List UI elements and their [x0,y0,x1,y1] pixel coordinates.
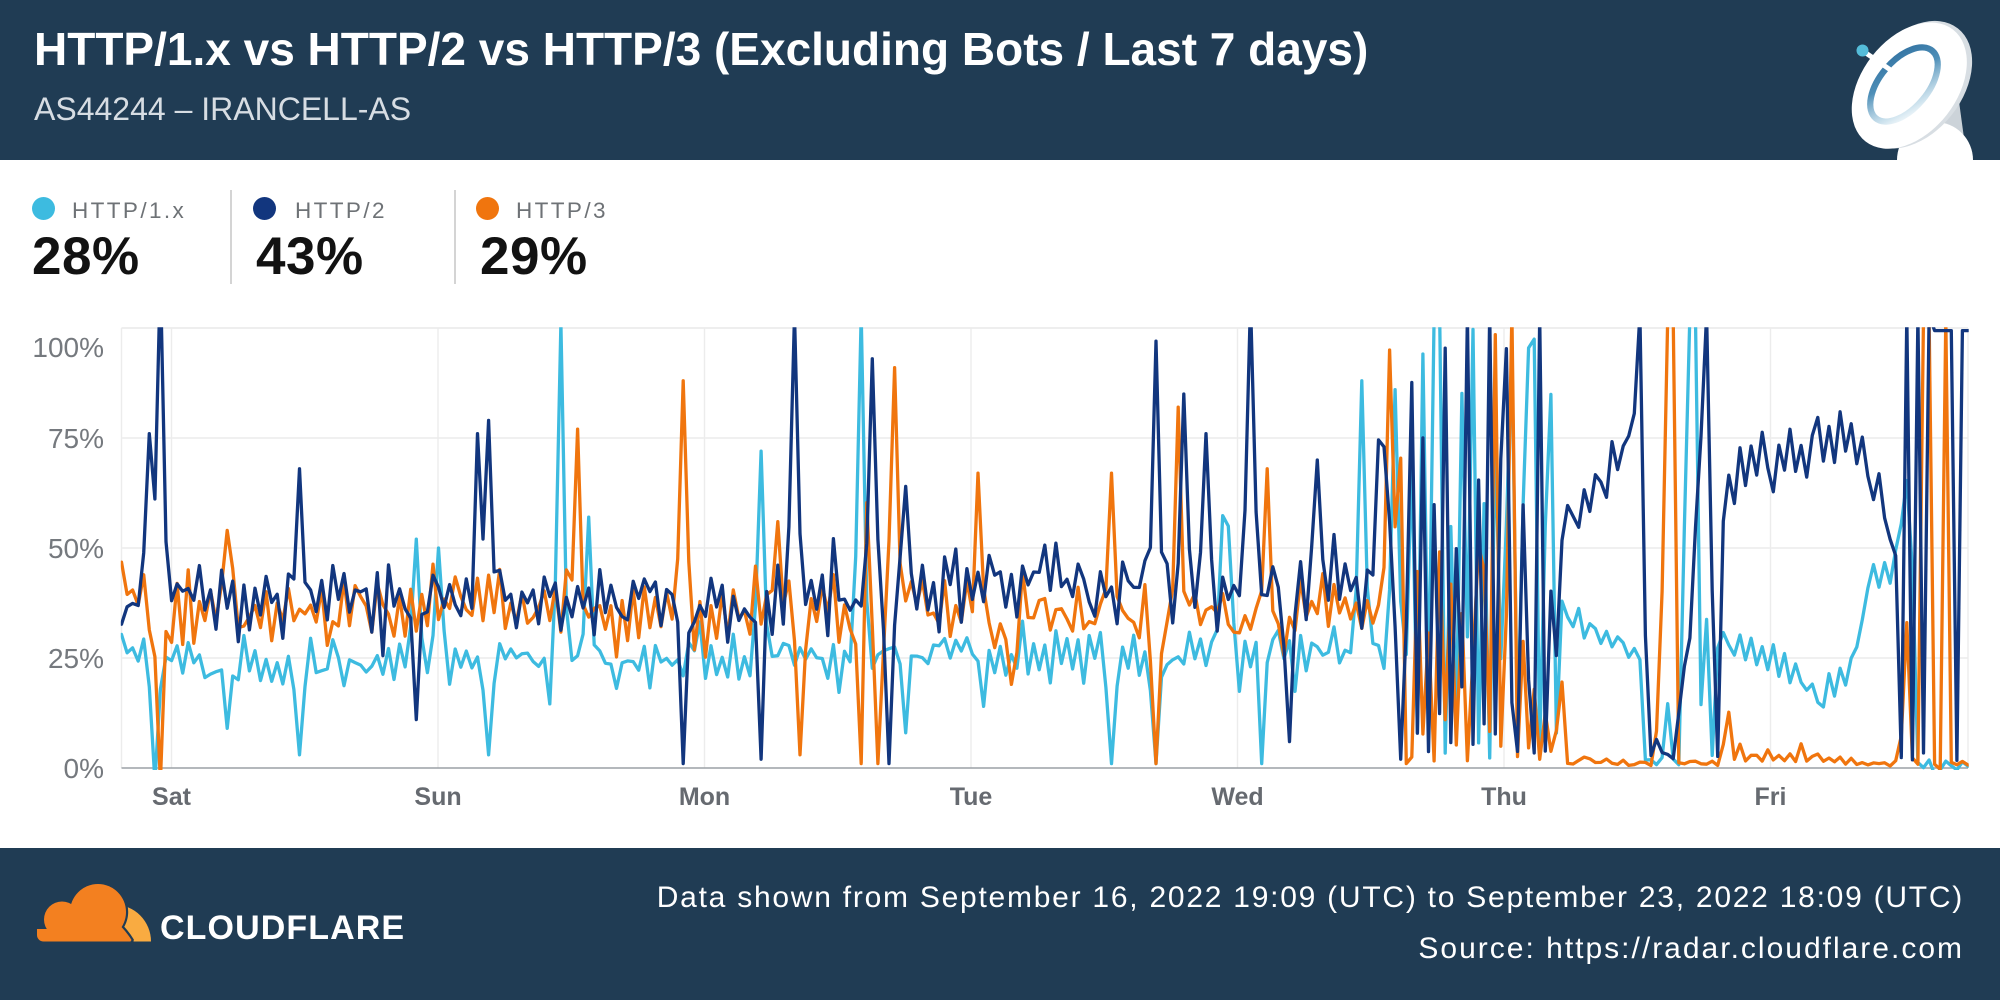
svg-text:50%: 50% [48,533,104,564]
svg-text:Mon: Mon [679,783,730,811]
svg-text:75%: 75% [48,423,104,454]
svg-text:0%: 0% [64,753,104,784]
svg-text:Tue: Tue [950,783,993,811]
svg-text:Sun: Sun [414,783,461,811]
svg-text:Sat: Sat [152,783,192,811]
svg-text:Thu: Thu [1481,783,1527,811]
svg-text:Wed: Wed [1211,783,1263,811]
svg-text:25%: 25% [48,643,104,674]
svg-text:Fri: Fri [1755,783,1787,811]
svg-text:100%: 100% [32,332,104,363]
